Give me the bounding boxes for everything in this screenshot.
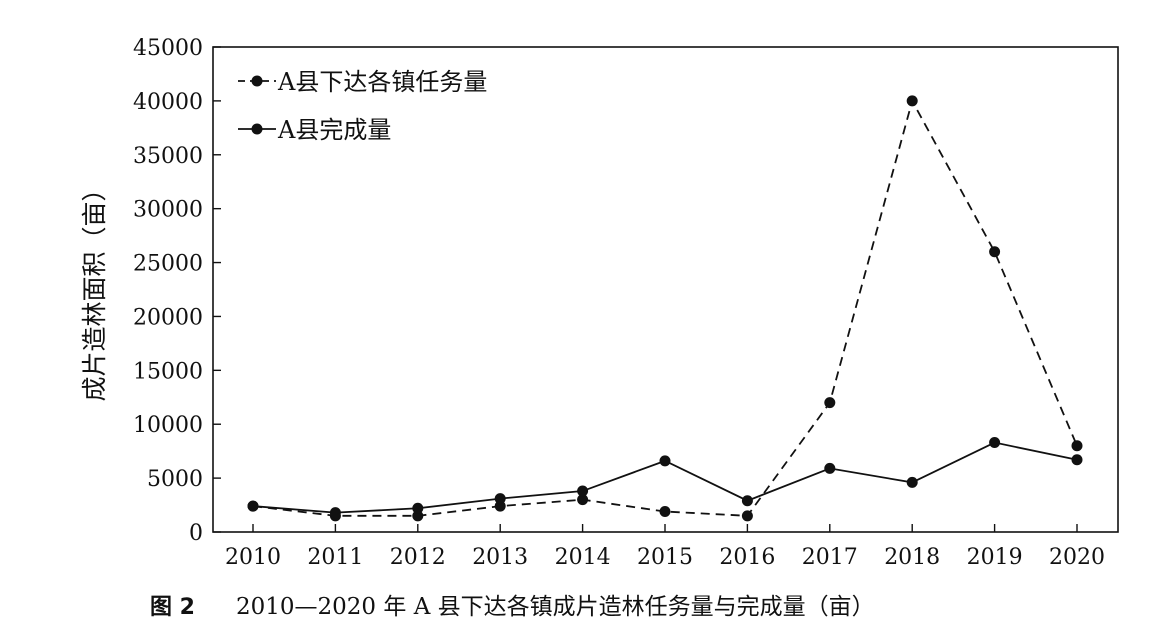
y-tick-label: 30000: [133, 198, 203, 223]
legend-marker: [251, 75, 263, 87]
series-2: [247, 437, 1083, 519]
legend-label: A县完成量: [277, 116, 391, 144]
data-point: [412, 510, 424, 522]
y-tick-label: 45000: [133, 36, 203, 61]
x-tick-label: 2015: [637, 545, 693, 570]
data-point: [577, 485, 589, 497]
data-point: [741, 510, 753, 522]
data-point: [659, 455, 671, 467]
data-point: [659, 506, 671, 518]
series-line: [252, 441, 1078, 514]
y-tick-label: 20000: [133, 305, 203, 330]
y-tick-label: 10000: [133, 413, 203, 438]
x-tick-label: 2020: [1049, 545, 1105, 570]
data-point: [824, 462, 836, 474]
series-line: [252, 98, 1078, 517]
legend: A县下达各镇任务量 A县完成量: [238, 68, 487, 144]
data-point: [906, 95, 918, 107]
data-point: [494, 500, 506, 512]
data-point: [577, 494, 589, 506]
x-tick-label: 2013: [472, 545, 528, 570]
data-point: [494, 493, 506, 505]
data-point: [906, 476, 918, 488]
series-1: [247, 95, 1083, 522]
data-point: [824, 397, 836, 409]
data-point: [247, 500, 259, 512]
data-point: [329, 507, 341, 519]
legend-marker: [251, 123, 263, 135]
x-tick-label: 2012: [390, 545, 446, 570]
y-tick-label: 40000: [133, 90, 203, 115]
data-point: [989, 437, 1001, 449]
y-tick-label: 5000: [147, 467, 203, 492]
y-tick-label: 0: [189, 521, 203, 546]
data-point: [412, 502, 424, 514]
x-tick-label: 2011: [307, 545, 363, 570]
axes: 0 5000 10000 15000 20000 25000 30000 35000 40000…: [133, 36, 1119, 570]
data-point: [989, 246, 1001, 258]
y-tick-label: 15000: [133, 359, 203, 384]
series-layer: [247, 95, 1083, 522]
x-tick-label: 2016: [719, 545, 775, 570]
x-tick-label: 2010: [225, 545, 281, 570]
data-point: [1071, 440, 1083, 452]
figure-caption: 2010—2020 年 A 县下达各镇成片造林任务量与完成量（亩）: [236, 594, 875, 620]
x-tick-label: 2014: [555, 545, 611, 570]
data-point: [1071, 454, 1083, 466]
y-axis-label: 成片造林面积（亩）: [80, 176, 109, 401]
figure-number: 图 2: [150, 595, 195, 620]
x-tick-label: 2018: [884, 545, 940, 570]
y-tick-label: 35000: [133, 144, 203, 169]
data-point: [741, 495, 753, 507]
x-tick-label: 2017: [802, 545, 858, 570]
x-tick-label: 2019: [967, 545, 1023, 570]
legend-label: A县下达各镇任务量: [277, 68, 487, 96]
y-tick-label: 25000: [133, 252, 203, 277]
